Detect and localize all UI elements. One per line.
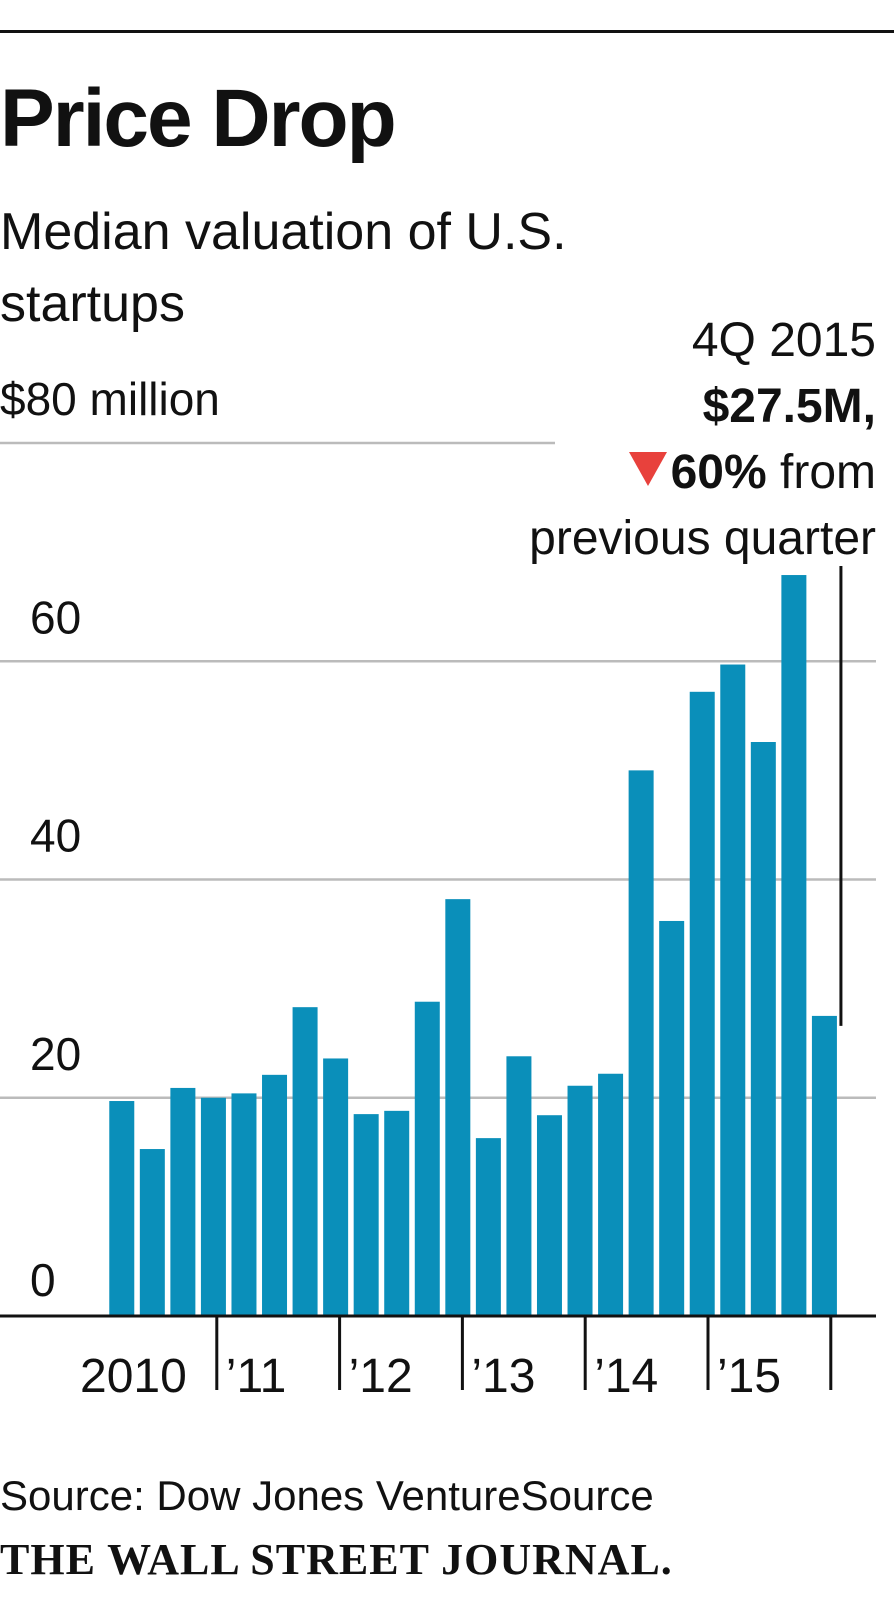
bar <box>659 920 685 1316</box>
x-year-label: ’15 <box>717 1350 781 1403</box>
y-tick-label: 20 <box>30 1028 81 1080</box>
down-triangle-icon <box>628 452 667 486</box>
bar <box>384 1110 410 1316</box>
bar <box>750 742 776 1316</box>
latest-quarter-annotation: 4Q 2015 $27.5M, 60% from previous quarte… <box>529 308 876 572</box>
bar <box>536 1115 562 1316</box>
bar <box>720 664 746 1316</box>
y-tick-label: 60 <box>30 591 81 643</box>
x-year-label: 2010 <box>80 1350 187 1403</box>
bar <box>567 1085 593 1316</box>
annotation-value: $27.5M, <box>702 380 876 433</box>
y-tick-label: 0 <box>30 1254 56 1306</box>
bar <box>109 1101 135 1316</box>
bar <box>628 770 654 1316</box>
y-tick-label: $80 million <box>0 373 220 425</box>
bar <box>811 1015 837 1316</box>
annotation-change-rest: from <box>780 446 876 499</box>
annotation-change: 60% <box>670 446 767 499</box>
annotation-line2: previous quarter <box>529 512 876 565</box>
x-year-label: ’11 <box>226 1350 286 1403</box>
bar <box>414 1001 440 1316</box>
top-rule <box>0 30 894 33</box>
bar <box>170 1087 196 1316</box>
bar <box>353 1114 379 1316</box>
bar <box>781 575 807 1316</box>
bar <box>445 899 471 1316</box>
x-year-label: ’13 <box>471 1350 535 1403</box>
bar <box>231 1093 257 1316</box>
bar <box>262 1074 288 1316</box>
x-year-label: ’14 <box>594 1350 658 1403</box>
publisher-logo: THE WALL STREET JOURNAL. <box>0 1535 673 1584</box>
bar <box>598 1073 624 1316</box>
annotation-change-line: 60% from <box>529 440 876 506</box>
bar <box>506 1056 532 1316</box>
y-tick-label: 40 <box>30 810 81 862</box>
bar <box>323 1058 349 1316</box>
source-note: Source: Dow Jones VentureSource <box>0 1472 654 1519</box>
annotation-period: 4Q 2015 <box>691 314 876 367</box>
bar <box>200 1097 226 1316</box>
chart-subtitle: Median valuation of U.S. startups <box>0 203 567 333</box>
chart-title: Price Drop <box>0 73 397 164</box>
bar <box>139 1149 165 1316</box>
bar <box>292 1007 318 1316</box>
bar <box>689 691 715 1316</box>
bar <box>475 1138 501 1316</box>
x-year-label: ’12 <box>349 1350 413 1403</box>
